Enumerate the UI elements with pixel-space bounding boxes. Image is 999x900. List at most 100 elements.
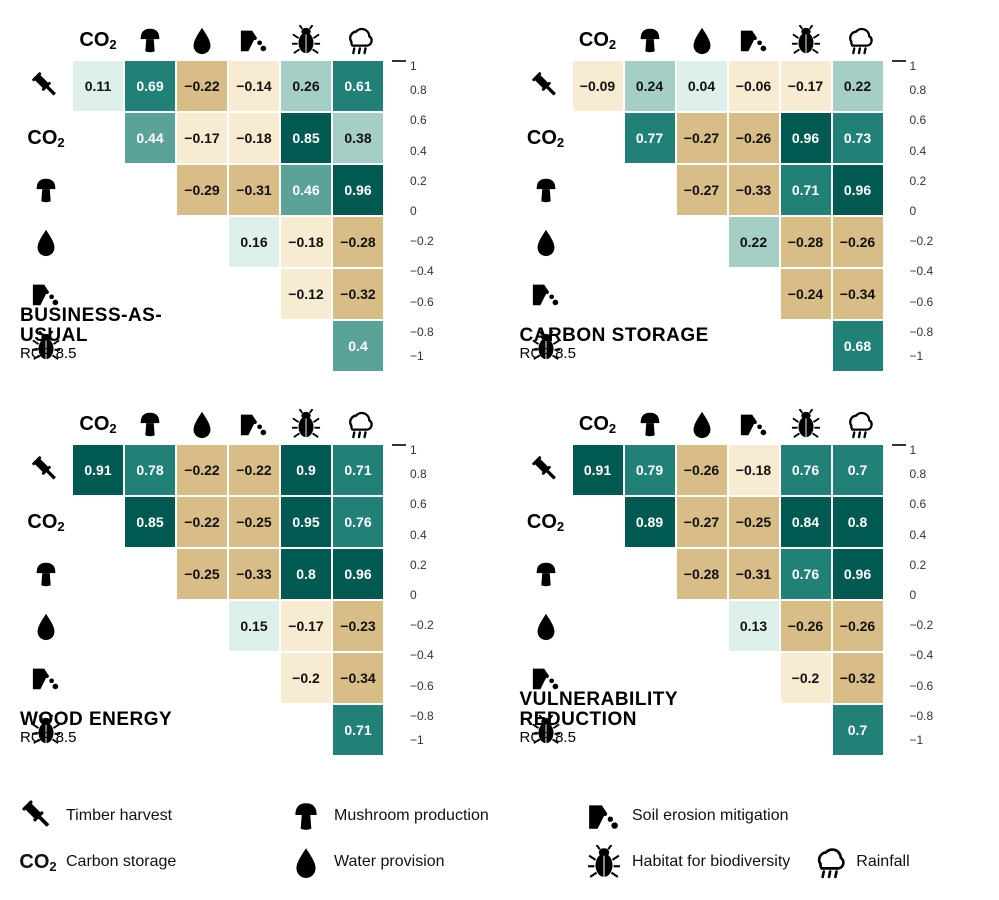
- landslide-icon: [239, 409, 269, 439]
- cell-mushroom-water: −0.25: [176, 548, 228, 600]
- panel-title: VULNERABILITY REDUCTIONRCP 8.5: [520, 690, 740, 746]
- row-header-mushroom: [520, 164, 572, 216]
- colorbar-strip: [392, 444, 406, 446]
- cell-mushroom-erosion: −0.31: [228, 164, 280, 216]
- landslide-icon: [31, 663, 61, 693]
- cell-mushroom-erosion: −0.31: [728, 548, 780, 600]
- legend-item: Rainfall: [810, 844, 909, 880]
- drop-icon: [531, 611, 561, 641]
- co2-icon: CO2: [527, 511, 564, 534]
- cell-mushroom-water: −0.27: [676, 164, 728, 216]
- cell-co2-erosion: −0.18: [228, 112, 280, 164]
- panels-grid: CO20.110.69−0.22−0.140.260.61CO20.44−0.1…: [20, 20, 979, 758]
- cell-water-rainfall: −0.23: [332, 600, 384, 652]
- bug-icon: [587, 845, 621, 879]
- drop-icon: [31, 611, 61, 641]
- panel-carbon: CO2−0.090.240.04−0.06−0.170.22CO20.77−0.…: [520, 20, 980, 374]
- col-header-water: [676, 404, 728, 444]
- cell-water-rainfall: −0.28: [332, 216, 384, 268]
- col-header-biodiversity: [280, 404, 332, 444]
- cell-co2-water: −0.27: [676, 496, 728, 548]
- cloud-rain-icon: [811, 845, 845, 879]
- mushroom-icon: [31, 175, 61, 205]
- col-header-biodiversity: [280, 20, 332, 60]
- legend-item: CO2Carbon storage: [20, 844, 280, 880]
- row-header-co2: CO2: [20, 496, 72, 548]
- mushroom-icon: [635, 409, 665, 439]
- cell-mushroom-erosion: −0.33: [228, 548, 280, 600]
- co2-icon: CO2: [527, 127, 564, 150]
- gavel-icon: [531, 455, 561, 485]
- cell-erosion-rainfall: −0.32: [832, 652, 884, 704]
- cell-timber-water: −0.22: [176, 444, 228, 496]
- cell-mushroom-rainfall: 0.96: [832, 548, 884, 600]
- cell-co2-water: −0.17: [176, 112, 228, 164]
- row-header-timber: [20, 60, 72, 112]
- cell-co2-water: −0.27: [676, 112, 728, 164]
- cell-timber-rainfall: 0.7: [832, 444, 884, 496]
- cell-mushroom-erosion: −0.33: [728, 164, 780, 216]
- col-header-rainfall: [332, 404, 384, 444]
- colorbar-ticks: 10.80.60.40.20−0.2−0.4−0.6−0.8−1: [410, 444, 434, 758]
- cell-erosion-rainfall: −0.34: [332, 652, 384, 704]
- cell-timber-biodiversity: 0.9: [280, 444, 332, 496]
- cell-timber-co2: 0.91: [72, 444, 124, 496]
- cell-mushroom-biodiversity: 0.8: [280, 548, 332, 600]
- row-header-mushroom: [520, 548, 572, 600]
- landslide-icon: [531, 279, 561, 309]
- cell-co2-erosion: −0.26: [728, 112, 780, 164]
- row-header-mushroom: [20, 164, 72, 216]
- cell-timber-co2: 0.11: [72, 60, 124, 112]
- drop-icon: [289, 845, 323, 879]
- cell-mushroom-biodiversity: 0.76: [780, 548, 832, 600]
- cell-water-erosion: 0.22: [728, 216, 780, 268]
- correlation-matrix: CO20.910.78−0.22−0.220.90.71CO20.85−0.22…: [20, 404, 384, 756]
- cell-timber-biodiversity: 0.76: [780, 444, 832, 496]
- row-header-erosion: [20, 652, 72, 704]
- col-header-rainfall: [832, 404, 884, 444]
- mushroom-icon: [531, 559, 561, 589]
- cell-co2-mushroom: 0.89: [624, 496, 676, 548]
- cell-timber-biodiversity: −0.17: [780, 60, 832, 112]
- co2-icon: CO2: [79, 29, 116, 52]
- drop-icon: [687, 409, 717, 439]
- row-header-water: [20, 600, 72, 652]
- cell-water-erosion: 0.13: [728, 600, 780, 652]
- cell-biodiversity-rainfall: 0.4: [332, 320, 384, 372]
- row-header-timber: [20, 444, 72, 496]
- mushroom-icon: [531, 175, 561, 205]
- col-header-rainfall: [832, 20, 884, 60]
- cell-co2-biodiversity: 0.85: [280, 112, 332, 164]
- bug-icon: [291, 409, 321, 439]
- legend-item: Water provision: [288, 844, 578, 880]
- cell-timber-mushroom: 0.24: [624, 60, 676, 112]
- col-header-mushroom: [124, 20, 176, 60]
- drop-icon: [187, 409, 217, 439]
- cell-timber-rainfall: 0.61: [332, 60, 384, 112]
- colorbar-ticks: 10.80.60.40.20−0.2−0.4−0.6−0.8−1: [910, 444, 934, 758]
- cell-water-rainfall: −0.26: [832, 600, 884, 652]
- gavel-icon: [31, 455, 61, 485]
- row-header-timber: [520, 60, 572, 112]
- row-header-erosion: [520, 268, 572, 320]
- cell-timber-biodiversity: 0.26: [280, 60, 332, 112]
- cell-timber-rainfall: 0.71: [332, 444, 384, 496]
- cell-timber-erosion: −0.06: [728, 60, 780, 112]
- col-header-co2: CO2: [72, 404, 124, 444]
- landslide-icon: [739, 409, 769, 439]
- cell-timber-rainfall: 0.22: [832, 60, 884, 112]
- col-header-co2: CO2: [572, 404, 624, 444]
- cell-co2-rainfall: 0.8: [832, 496, 884, 548]
- drop-icon: [31, 227, 61, 257]
- colorbar-strip: [892, 444, 906, 446]
- row-header-water: [520, 600, 572, 652]
- bug-icon: [291, 25, 321, 55]
- colorbar: 10.80.60.40.20−0.2−0.4−0.6−0.8−1: [892, 60, 934, 374]
- cell-co2-erosion: −0.25: [728, 496, 780, 548]
- mushroom-icon: [135, 409, 165, 439]
- legend-item: Habitat for biodiversity: [586, 844, 790, 880]
- gavel-icon: [531, 71, 561, 101]
- cell-biodiversity-rainfall: 0.68: [832, 320, 884, 372]
- legend-item: Timber harvest: [20, 798, 280, 834]
- cell-erosion-biodiversity: −0.2: [780, 652, 832, 704]
